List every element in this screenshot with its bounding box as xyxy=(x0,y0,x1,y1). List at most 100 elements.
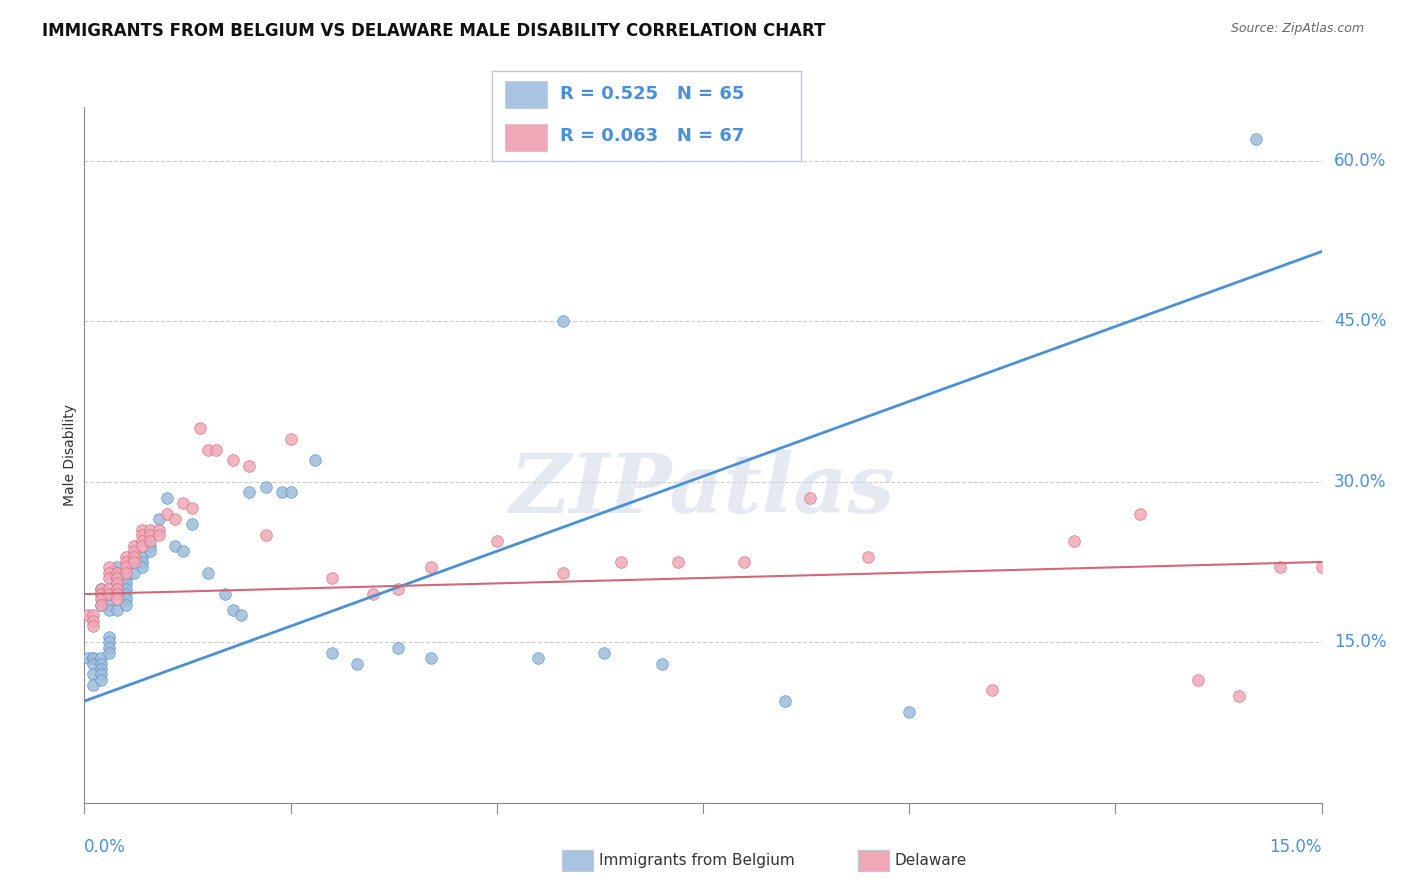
Point xyxy=(1187,673,1209,687)
Point xyxy=(122,549,145,564)
Point xyxy=(387,640,409,655)
Point xyxy=(90,651,112,665)
Point xyxy=(551,566,574,580)
Point xyxy=(419,560,441,574)
Point xyxy=(105,560,128,574)
Point xyxy=(180,501,202,516)
Point xyxy=(254,528,277,542)
Point xyxy=(131,555,153,569)
Point xyxy=(197,442,219,457)
Point xyxy=(82,608,104,623)
Text: 15.0%: 15.0% xyxy=(1270,838,1322,855)
Point xyxy=(222,453,245,467)
Point xyxy=(321,646,343,660)
Text: ZIPatlas: ZIPatlas xyxy=(510,450,896,530)
Point xyxy=(156,491,179,505)
Point xyxy=(98,635,121,649)
Point xyxy=(156,507,179,521)
Point xyxy=(131,560,153,574)
Point xyxy=(304,453,326,467)
Point xyxy=(114,587,136,601)
Text: 60.0%: 60.0% xyxy=(1334,152,1386,169)
Point xyxy=(90,582,112,596)
Point xyxy=(77,608,100,623)
Point xyxy=(90,667,112,681)
Point xyxy=(131,539,153,553)
Point xyxy=(90,592,112,607)
Point xyxy=(114,592,136,607)
Point xyxy=(82,651,104,665)
Point xyxy=(98,560,121,574)
Point xyxy=(180,517,202,532)
Point xyxy=(122,555,145,569)
Point xyxy=(551,314,574,328)
Y-axis label: Male Disability: Male Disability xyxy=(63,404,77,506)
Point xyxy=(775,694,797,708)
Point xyxy=(90,673,112,687)
Point xyxy=(98,571,121,585)
Point xyxy=(527,651,550,665)
Point xyxy=(98,582,121,596)
FancyBboxPatch shape xyxy=(505,80,548,109)
Point xyxy=(105,566,128,580)
Point xyxy=(122,544,145,558)
Point xyxy=(898,705,921,719)
Point xyxy=(105,576,128,591)
Point xyxy=(98,566,121,580)
Point xyxy=(90,582,112,596)
Point xyxy=(105,582,128,596)
Point xyxy=(105,603,128,617)
Point xyxy=(148,512,170,526)
Point xyxy=(98,598,121,612)
Point xyxy=(1351,683,1374,698)
Point xyxy=(82,614,104,628)
Point xyxy=(346,657,368,671)
Point xyxy=(271,485,294,500)
Point xyxy=(1244,132,1267,146)
Point xyxy=(122,555,145,569)
Text: 45.0%: 45.0% xyxy=(1334,312,1386,330)
Point xyxy=(1129,507,1152,521)
Point xyxy=(105,587,128,601)
Point xyxy=(1227,689,1250,703)
Point xyxy=(799,491,821,505)
Point xyxy=(1310,560,1333,574)
Point xyxy=(280,485,302,500)
Point xyxy=(1270,560,1292,574)
Point xyxy=(139,528,162,542)
Text: 15.0%: 15.0% xyxy=(1334,633,1386,651)
Point xyxy=(105,592,128,607)
Point xyxy=(197,566,219,580)
Point xyxy=(238,485,260,500)
Point xyxy=(131,533,153,548)
Point xyxy=(105,571,128,585)
Point xyxy=(1327,678,1350,692)
Point xyxy=(165,539,187,553)
Point xyxy=(82,657,104,671)
Point xyxy=(856,549,879,564)
Point xyxy=(214,587,236,601)
Point xyxy=(131,549,153,564)
Point xyxy=(82,678,104,692)
Point xyxy=(172,544,194,558)
FancyBboxPatch shape xyxy=(505,123,548,152)
Point xyxy=(254,480,277,494)
Point xyxy=(172,496,194,510)
Point xyxy=(98,587,121,601)
Point xyxy=(321,571,343,585)
Text: 0.0%: 0.0% xyxy=(84,838,127,855)
Point xyxy=(98,630,121,644)
Point xyxy=(1063,533,1085,548)
Point xyxy=(122,549,145,564)
Point xyxy=(114,576,136,591)
Point xyxy=(238,458,260,473)
Point xyxy=(131,523,153,537)
Point xyxy=(114,598,136,612)
Point xyxy=(105,566,128,580)
Point xyxy=(114,571,136,585)
Point xyxy=(139,539,162,553)
Point xyxy=(77,651,100,665)
Point xyxy=(165,512,187,526)
Text: Source: ZipAtlas.com: Source: ZipAtlas.com xyxy=(1230,22,1364,36)
Point xyxy=(139,523,162,537)
